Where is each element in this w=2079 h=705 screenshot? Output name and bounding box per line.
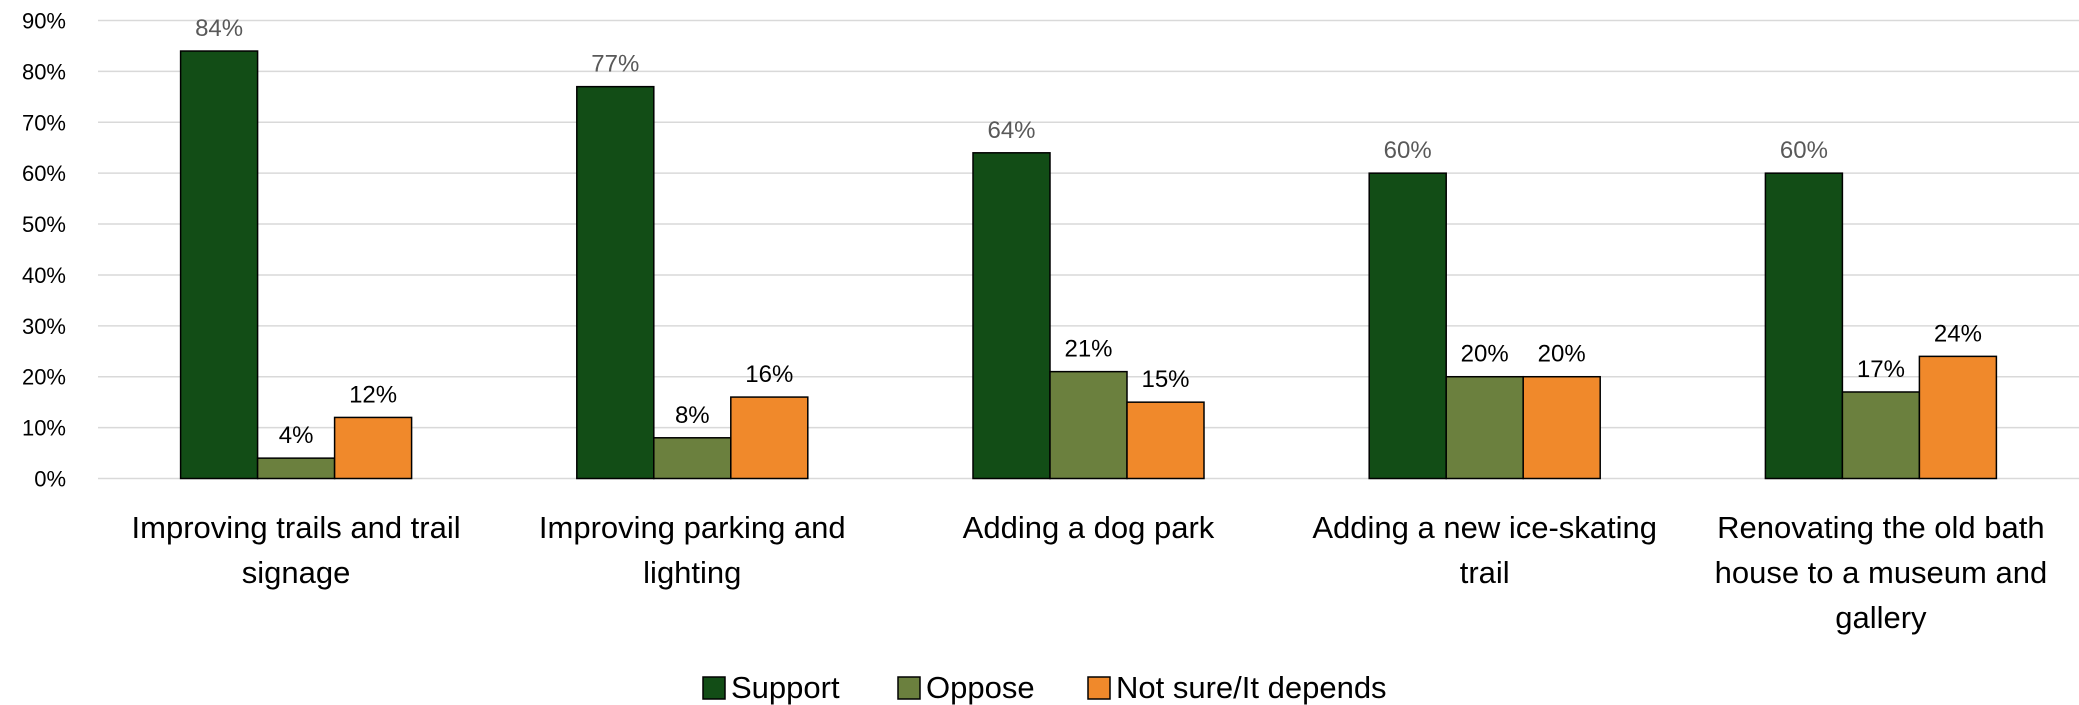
y-tick-label: 10%	[22, 416, 66, 441]
y-tick-label: 40%	[22, 263, 66, 288]
bar-not-sure-it-depends	[1522, 375, 1601, 480]
category-label-line: Improving trails and trail	[132, 510, 461, 545]
y-tick-label: 50%	[22, 212, 66, 237]
legend-item: Not sure/It depends	[1087, 670, 1387, 705]
data-label: 21%	[1064, 336, 1112, 363]
bar-support	[1368, 172, 1447, 480]
bar-support	[1764, 172, 1844, 480]
y-tick-label: 70%	[22, 110, 66, 135]
legend-label: Support	[731, 670, 840, 705]
bar-oppose	[256, 457, 336, 480]
category-label-line: Improving parking and	[539, 510, 846, 545]
y-tick-label: 60%	[22, 161, 66, 186]
legend-swatch	[702, 676, 726, 700]
category-label-line: lighting	[643, 555, 741, 590]
category-label: Improving parking and lighting	[539, 510, 846, 590]
legend-swatch	[1087, 676, 1111, 700]
bar-not-sure-it-depends	[333, 416, 413, 480]
y-tick-label: 30%	[22, 314, 66, 339]
bar-support	[179, 50, 259, 480]
data-label: 12%	[349, 381, 397, 408]
legend-item: Support	[702, 670, 840, 705]
bar-oppose	[653, 437, 732, 480]
bar-support	[972, 152, 1051, 480]
y-tick-label: 0%	[34, 467, 66, 492]
category-label-line: Adding a dog park	[963, 510, 1215, 545]
y-tick-label: 80%	[22, 59, 66, 84]
legend-swatch	[897, 676, 921, 700]
data-label: 84%	[195, 15, 243, 42]
legend-label: Not sure/It depends	[1116, 670, 1387, 705]
category-label-line: signage	[242, 555, 351, 590]
y-tick-label: 90%	[22, 9, 66, 34]
y-axis-ticks: 0% 10% 20% 30% 40% 50% 60% 70% 80% 90%	[22, 9, 66, 492]
data-label: 17%	[1857, 356, 1905, 383]
category-label: Improving trails and trail signage	[132, 510, 461, 590]
legend: Support Oppose Not sure/It depends	[702, 670, 1387, 705]
category-label-line: Adding a new ice-skating	[1312, 510, 1657, 545]
bar-support	[576, 85, 655, 480]
data-label: 64%	[987, 117, 1035, 144]
data-label: 20%	[1538, 341, 1586, 368]
bar-oppose	[1445, 375, 1524, 480]
data-label: 60%	[1780, 137, 1828, 164]
category-label: Renovating the old bath house to a museum…	[1715, 510, 2048, 635]
legend-item: Oppose	[897, 670, 1035, 705]
category-label-line: house to a museum and	[1715, 555, 2048, 590]
data-label: 20%	[1461, 341, 1509, 368]
bar-not-sure-it-depends	[1918, 355, 1998, 480]
bar-oppose	[1049, 370, 1128, 480]
category-label-line: trail	[1460, 555, 1510, 590]
data-label: 24%	[1934, 320, 1982, 347]
bar-not-sure-it-depends	[1126, 401, 1205, 480]
data-labels: 84% 4% 12% 77% 8% 16% 64% 21% 15% 60% 20% 20% 60% 17%…	[195, 15, 1982, 449]
gridlines	[98, 19, 2079, 480]
bars	[179, 50, 1998, 480]
category-label: Adding a new ice-skating trail	[1312, 510, 1657, 590]
data-label: 77%	[591, 51, 639, 78]
legend-label: Oppose	[926, 670, 1035, 705]
bar-not-sure-it-depends	[730, 396, 809, 480]
y-tick-label: 20%	[22, 365, 66, 390]
data-label: 15%	[1141, 366, 1189, 393]
data-label: 16%	[745, 361, 793, 388]
data-label: 8%	[675, 402, 710, 429]
category-labels: Improving trails and trailsignageImprovi…	[132, 510, 2048, 635]
bar-oppose	[1841, 391, 1921, 480]
data-label: 4%	[279, 422, 314, 449]
data-label: 60%	[1384, 137, 1432, 164]
category-label: Adding a dog park	[963, 510, 1215, 545]
category-label-line: Renovating the old bath	[1717, 510, 2044, 545]
category-label-line: gallery	[1835, 600, 1927, 635]
